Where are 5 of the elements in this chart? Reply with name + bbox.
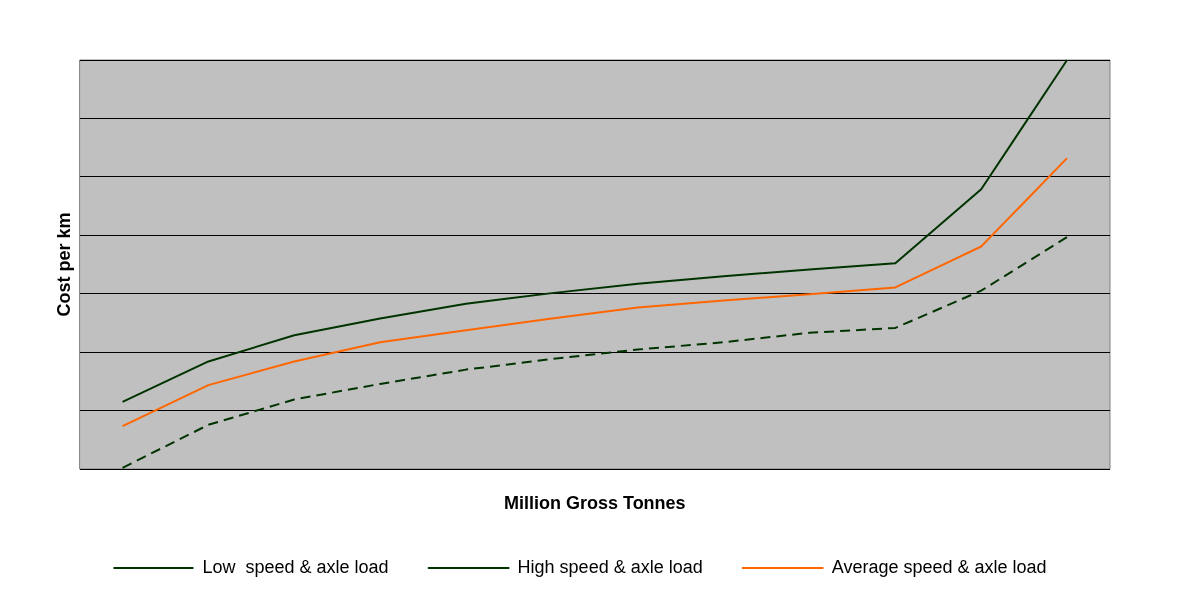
x-axis-title: Million Gross Tonnes	[503, 493, 686, 514]
legend-label: High speed & axle load	[517, 556, 703, 577]
y-axis-title: Cost per km	[53, 212, 74, 317]
legend-label: Average speed & axle load	[831, 556, 1047, 577]
legend-label: Low speed & axle load	[202, 556, 389, 577]
